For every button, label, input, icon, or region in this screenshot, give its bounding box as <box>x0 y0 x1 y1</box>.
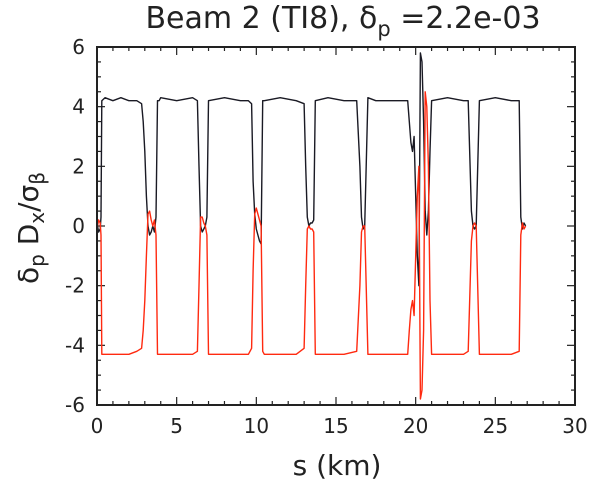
y-ticks: -6 -4 -2 0 2 4 6 <box>65 35 575 417</box>
x-tick-label: 0 <box>91 414 104 438</box>
y-tick-label: -2 <box>65 274 85 298</box>
y-tick-label: 4 <box>72 95 85 119</box>
x-axis-label: s (km) <box>293 449 382 482</box>
plot-area <box>96 52 527 400</box>
x-tick-label: 25 <box>483 414 508 438</box>
x-ticks: 0 5 10 15 20 25 30 <box>91 47 588 438</box>
y-tick-label: -6 <box>65 393 85 417</box>
y-tick-label: 2 <box>72 154 85 178</box>
chart-title: Beam 2 (TI8), δp =2.2e-03 <box>145 1 540 41</box>
x-tick-label: 30 <box>562 414 587 438</box>
plot-frame <box>96 46 576 406</box>
black-series-line <box>96 52 527 287</box>
x-tick-label: 15 <box>323 414 348 438</box>
y-axis-label: δp Dx/σβ <box>12 172 49 284</box>
y-tick-label: -4 <box>65 333 85 357</box>
x-tick-label: 5 <box>170 414 183 438</box>
x-tick-label: 10 <box>244 414 269 438</box>
red-series-line <box>96 91 527 400</box>
y-tick-label: 6 <box>72 35 85 59</box>
x-tick-label: 20 <box>403 414 428 438</box>
y-tick-label: 0 <box>72 214 85 238</box>
